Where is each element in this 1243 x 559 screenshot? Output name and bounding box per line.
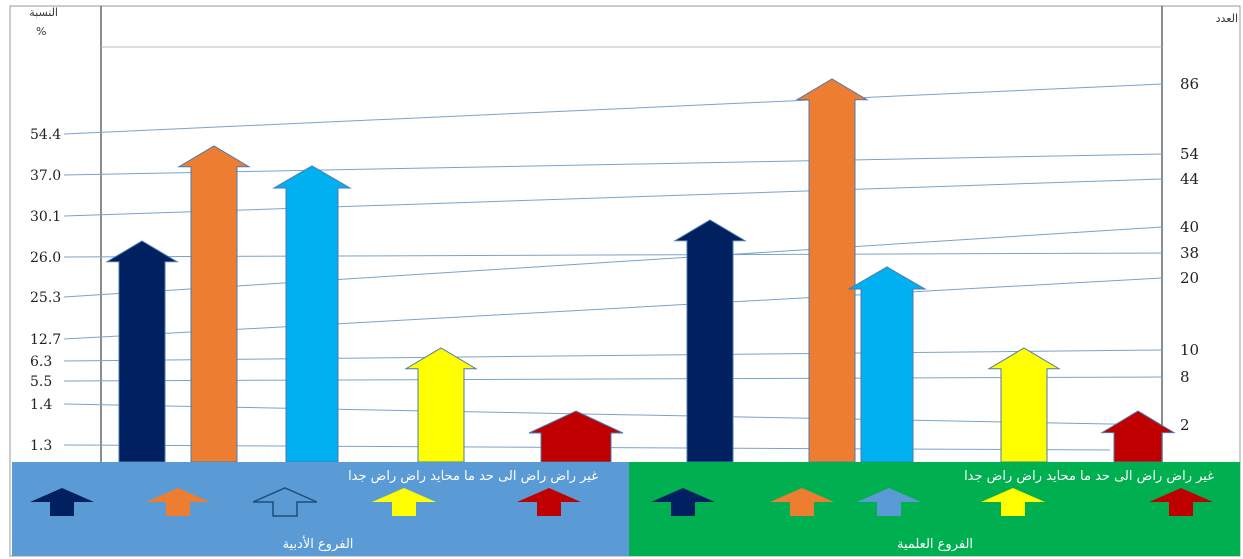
- connector-line: [63, 349, 1163, 362]
- connector-line: [63, 83, 1163, 135]
- legend-arrow: [1149, 488, 1213, 516]
- right-tick-label: 20: [1180, 269, 1199, 287]
- right-tick-labels: 86 54 44 40 38 20 10 8 2: [1180, 75, 1199, 434]
- connector-line: [63, 376, 1163, 382]
- legend-labels-literary: غير راض راض الى حد ما محايد راض راض جدا: [348, 469, 598, 484]
- arrow-bar-literary-1: [105, 240, 179, 463]
- connector-line: [63, 277, 1163, 340]
- arrow-bar-literary-4: [404, 347, 478, 463]
- right-tick-label: 38: [1180, 244, 1199, 262]
- legend-labels-scientific: غير راض راض الى حد ما محايد راض راض جدا: [964, 469, 1214, 484]
- arrow-bar-scientific-1: [673, 219, 747, 463]
- legend-arrow: [30, 488, 94, 516]
- arrow-bar-scientific-5: [1100, 410, 1176, 463]
- left-tick-label: 5.5: [30, 374, 52, 390]
- right-tick-label: 10: [1180, 341, 1199, 359]
- legend-arrow: [651, 488, 715, 516]
- connector-line: [63, 178, 1163, 217]
- right-tick-label: 8: [1180, 368, 1190, 386]
- legend-panel-scientific: [629, 462, 1240, 556]
- right-tick-label: 44: [1180, 170, 1199, 188]
- left-tick-label: 1.4: [30, 397, 52, 413]
- arrow-bar-literary-5: [528, 410, 624, 463]
- left-axis-unit: %: [36, 25, 46, 38]
- legend-arrow: [252, 487, 318, 517]
- connector-line: [63, 226, 1163, 298]
- legend-arrows: [30, 487, 1213, 517]
- arrow-bar-scientific-2: [795, 78, 869, 463]
- left-tick-label: 6.3: [30, 354, 52, 370]
- legend-panel-literary: [12, 462, 629, 556]
- right-tick-label: 2: [1180, 416, 1190, 434]
- legend-arrow: [770, 488, 834, 516]
- left-tick-label: 1.3: [30, 438, 52, 454]
- arrow-bar-scientific-3: [847, 266, 927, 463]
- left-tick-labels: 54.4 37.0 30.1 26.0 25.3 12.7 6.3 5.5 1.4 1.3: [30, 127, 61, 454]
- right-tick-label: 40: [1180, 218, 1199, 236]
- group-label-literary: الفروع الأدبية: [283, 535, 354, 552]
- arrow-bar-literary-3: [272, 165, 352, 463]
- left-tick-label: 26.0: [30, 250, 61, 266]
- connector-line: [63, 403, 1163, 426]
- legend-arrow: [517, 488, 581, 516]
- left-axis-title: النسبة: [29, 6, 58, 19]
- legend-arrow: [372, 488, 436, 516]
- left-tick-label: 37.0: [30, 168, 61, 184]
- legend-arrow: [981, 488, 1045, 516]
- connector-line: [63, 153, 1163, 176]
- connector-line: [63, 252, 1163, 258]
- right-axis-title: العدد: [1216, 12, 1238, 25]
- arrow-bars: [105, 78, 1176, 463]
- legend-arrow: [146, 488, 210, 516]
- left-tick-label: 12.7: [30, 332, 61, 348]
- arrow-bar-literary-2: [177, 145, 251, 463]
- arrow-bar-scientific-4: [987, 347, 1061, 463]
- left-tick-label: 54.4: [30, 127, 61, 143]
- legend-arrow: [857, 488, 921, 516]
- right-tick-label: 54: [1180, 145, 1199, 163]
- left-tick-label: 30.1: [30, 209, 61, 225]
- left-tick-label: 25.3: [30, 290, 61, 306]
- group-label-scientific: الفروع العلمية: [897, 537, 973, 552]
- right-tick-label: 86: [1180, 75, 1199, 93]
